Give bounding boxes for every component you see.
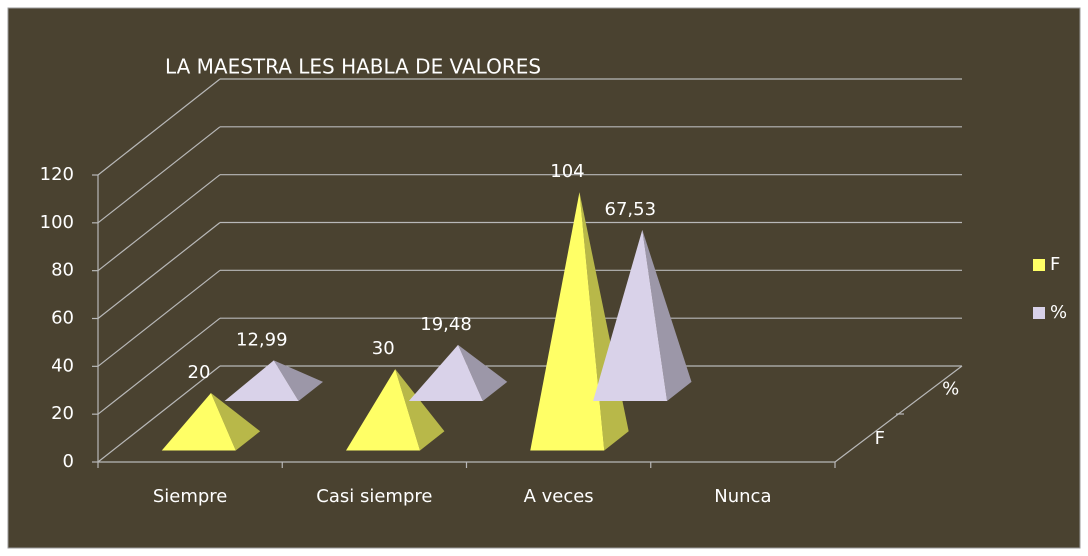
- pyramid: [161, 393, 236, 451]
- legend-label: F: [1050, 254, 1060, 275]
- pyramid: [346, 369, 421, 451]
- y-tick-label: 60: [51, 308, 74, 329]
- grid-line: [97, 222, 221, 319]
- data-label: 104: [550, 161, 584, 182]
- x-tick-label: A veces: [524, 486, 594, 507]
- pyramid-side: [273, 360, 323, 402]
- pyramid-side: [395, 369, 445, 451]
- data-label: 20: [188, 362, 211, 383]
- y-tick-label: 80: [51, 260, 74, 281]
- pyramid-side: [642, 229, 692, 402]
- x-tick-label: Casi siempre: [316, 486, 432, 507]
- chart-title: LA MAESTRA LES HABLA DE VALORES: [165, 55, 541, 79]
- grid-line: [97, 317, 221, 415]
- pyramid: [530, 192, 605, 451]
- pyramid: [408, 344, 483, 402]
- data-label: 30: [372, 338, 395, 359]
- pyramid-side: [458, 344, 508, 402]
- legend-swatch: [1033, 307, 1045, 319]
- grid-line: [97, 269, 221, 367]
- grid-line: [97, 174, 221, 272]
- data-label: 12,99: [236, 329, 288, 350]
- y-tick-label: 20: [51, 403, 74, 424]
- legend-label: %: [1050, 302, 1067, 323]
- grid-line: [97, 126, 221, 224]
- grid-line: [97, 365, 221, 463]
- pyramid: [593, 229, 668, 402]
- y-tick-label: 40: [51, 355, 74, 376]
- y-tick-label: 100: [40, 212, 74, 233]
- x-tick-label: Nunca: [714, 486, 771, 507]
- pyramid-side: [210, 393, 261, 451]
- y-tick-label: 120: [40, 164, 74, 185]
- x-tick-label: Siempre: [153, 486, 228, 507]
- y-tick-label: 0: [63, 451, 74, 472]
- chart-background: [7, 7, 1081, 549]
- grid-line: [97, 78, 221, 176]
- pyramid: [224, 360, 299, 402]
- depth-label: F: [875, 428, 885, 449]
- data-label: 19,48: [420, 314, 472, 335]
- depth-label: %: [942, 378, 959, 399]
- data-label: 67,53: [605, 199, 657, 220]
- legend-swatch: [1033, 259, 1045, 271]
